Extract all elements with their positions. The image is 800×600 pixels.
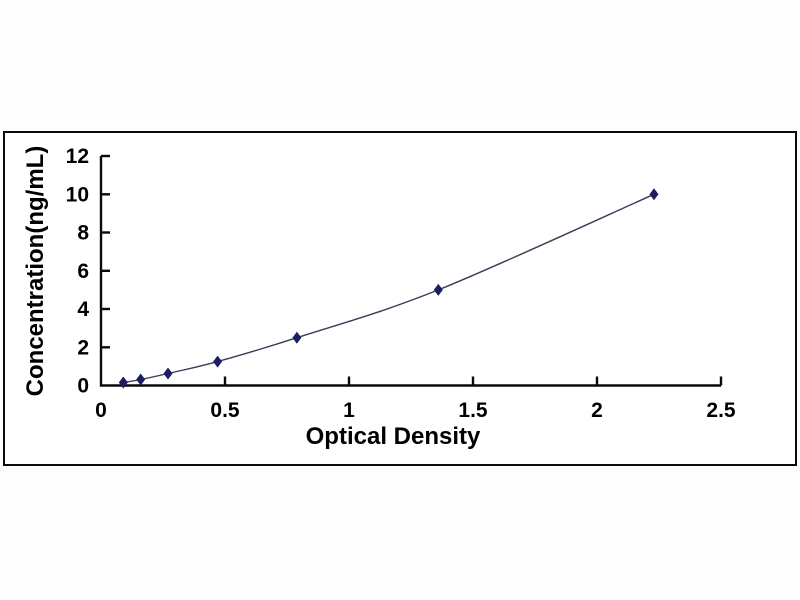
data-point-marker <box>292 331 302 344</box>
x-tick-label: 2 <box>591 399 603 422</box>
data-point-marker <box>649 188 659 201</box>
axes-lines <box>99 156 721 387</box>
y-axis-title: Concentration(ng/mL) <box>22 145 49 397</box>
data-point-marker <box>163 367 173 380</box>
y-tick-label: 2 <box>77 336 89 359</box>
x-tick-label: 1.5 <box>458 399 488 422</box>
x-tick-label: 0.5 <box>210 399 240 422</box>
chart-frame <box>3 131 797 466</box>
x-tick-label: 1 <box>343 399 355 422</box>
y-tick-label: 12 <box>66 145 89 168</box>
data-point-marker <box>213 355 223 368</box>
y-tick-label: 8 <box>77 222 89 245</box>
y-tick-label: 10 <box>66 183 89 206</box>
standard-curve-line <box>123 193 655 384</box>
data-point-marker <box>433 283 443 296</box>
x-axis-title: Optical Density <box>305 423 481 450</box>
y-tick-label: 6 <box>77 260 89 283</box>
data-point-marker <box>136 373 146 386</box>
data-point-marker <box>118 376 128 389</box>
x-tick-label: 2.5 <box>706 399 736 422</box>
y-tick-label: 4 <box>77 298 89 321</box>
x-tick-label: 0 <box>95 399 107 422</box>
y-tick-label: 0 <box>77 375 89 398</box>
